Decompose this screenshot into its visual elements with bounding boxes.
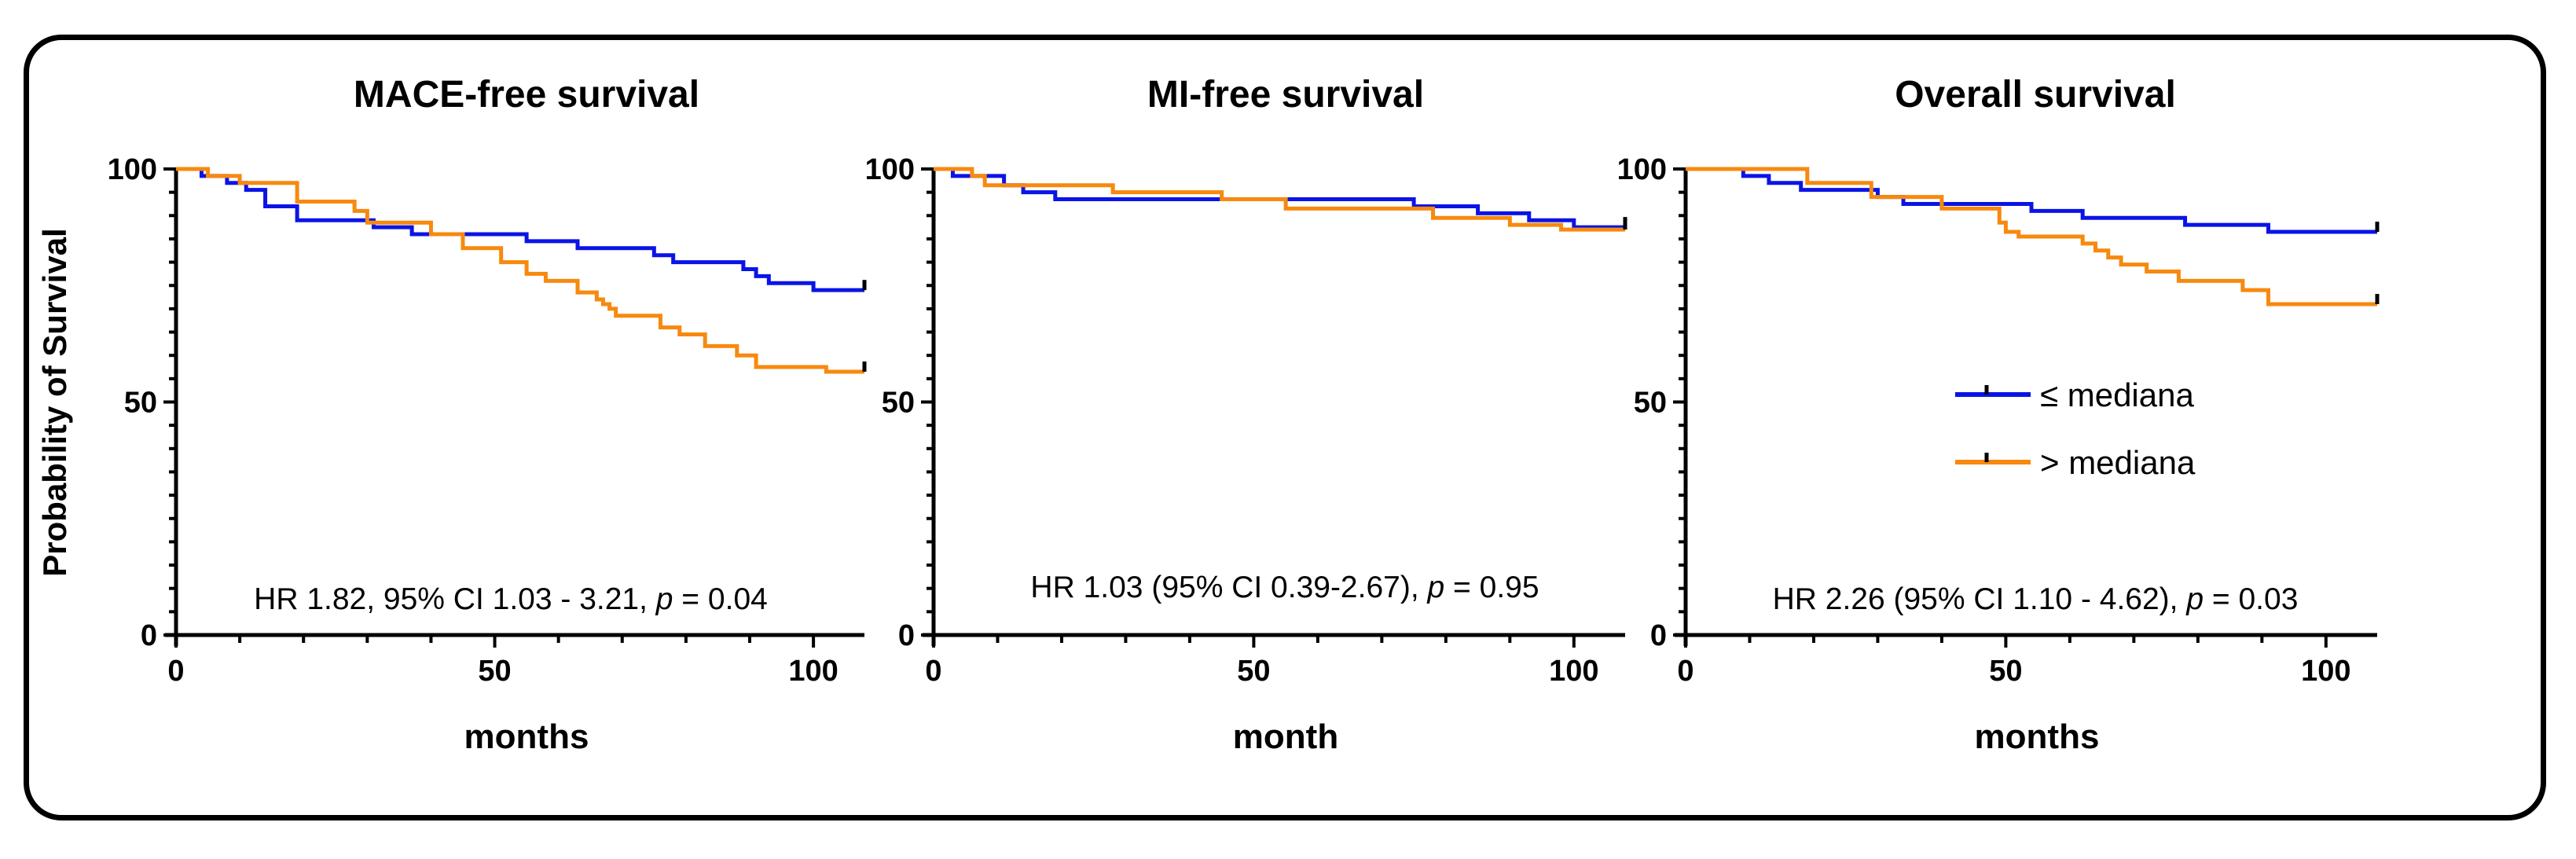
y-axis-label: Probability of Survival [36,228,73,576]
x-axis-label: months [464,718,589,756]
panel-mi-free: MI-free survival month HR 1.03 (95% CI 0… [865,74,1627,756]
x-axis-label: month [1233,718,1338,756]
legend-label-gt-median: > mediana [2040,444,2196,481]
x-tick-label: 50 [478,655,511,688]
x-tick-label: 50 [1989,655,2022,688]
x-tick-label: 0 [1677,655,1693,688]
x-tick-label: 0 [167,655,184,688]
figure-frame [24,35,2546,820]
y-tick-label: 0 [1650,619,1667,652]
hazard-ratio-annotation: HR 1.03 (95% CI 0.39-2.67), p = 0.95 [1030,571,1539,604]
hr-text: HR 1.03 (95% CI 0.39-2.67), [1030,571,1427,604]
p-symbol: p [655,582,673,616]
hr-text: HR 1.82, 95% CI 1.03 - 3.21, [254,582,656,616]
panel-mace-free: MACE-free survival months HR 1.82, 95% C… [108,74,867,756]
panel-title: MI-free survival [1147,74,1424,116]
x-tick-label: 100 [788,655,838,688]
hr-text: HR 2.26 (95% CI 1.10 - 4.62), [1773,582,2187,616]
y-tick-label: 100 [1617,153,1667,186]
survival-curve-gt-median [1686,167,2377,307]
x-tick-label: 50 [1237,655,1270,688]
y-tick-label: 50 [124,387,157,420]
hazard-ratio-annotation: HR 1.82, 95% CI 1.03 - 3.21, p = 0.04 [254,582,768,616]
p-value: = 0.95 [1444,571,1539,604]
y-tick-label: 0 [141,619,157,652]
p-value: = 0.04 [673,582,767,616]
y-tick-label: 0 [898,619,915,652]
y-tick-label: 100 [108,153,157,186]
y-tick-label: 100 [865,153,915,186]
p-symbol: p [2185,582,2204,616]
y-tick-label: 50 [1634,387,1667,420]
survival-curve-le-median [1686,167,2377,234]
legend-label-le-median: ≤ mediana [2040,376,2194,413]
survival-curve-gt-median [934,167,1625,232]
p-symbol: p [1427,571,1445,604]
hazard-ratio-annotation: HR 2.26 (95% CI 1.10 - 4.62), p = 0.03 [1773,582,2299,616]
survival-curve-gt-median [176,167,864,374]
survival-curve-le-median [176,167,864,292]
y-tick-label: 50 [882,387,915,420]
x-tick-label: 100 [1549,655,1598,688]
x-axis-label: months [1975,718,2100,756]
panel-title: Overall survival [1895,74,2176,116]
panel-title: MACE-free survival [354,74,699,116]
x-tick-label: 100 [2301,655,2350,688]
x-tick-label: 0 [925,655,941,688]
panel-overall: Overall survival months HR 2.26 (95% CI … [1617,74,2380,756]
p-value: = 0.03 [2204,582,2298,616]
legend: ≤ mediana > mediana [1955,376,2196,481]
